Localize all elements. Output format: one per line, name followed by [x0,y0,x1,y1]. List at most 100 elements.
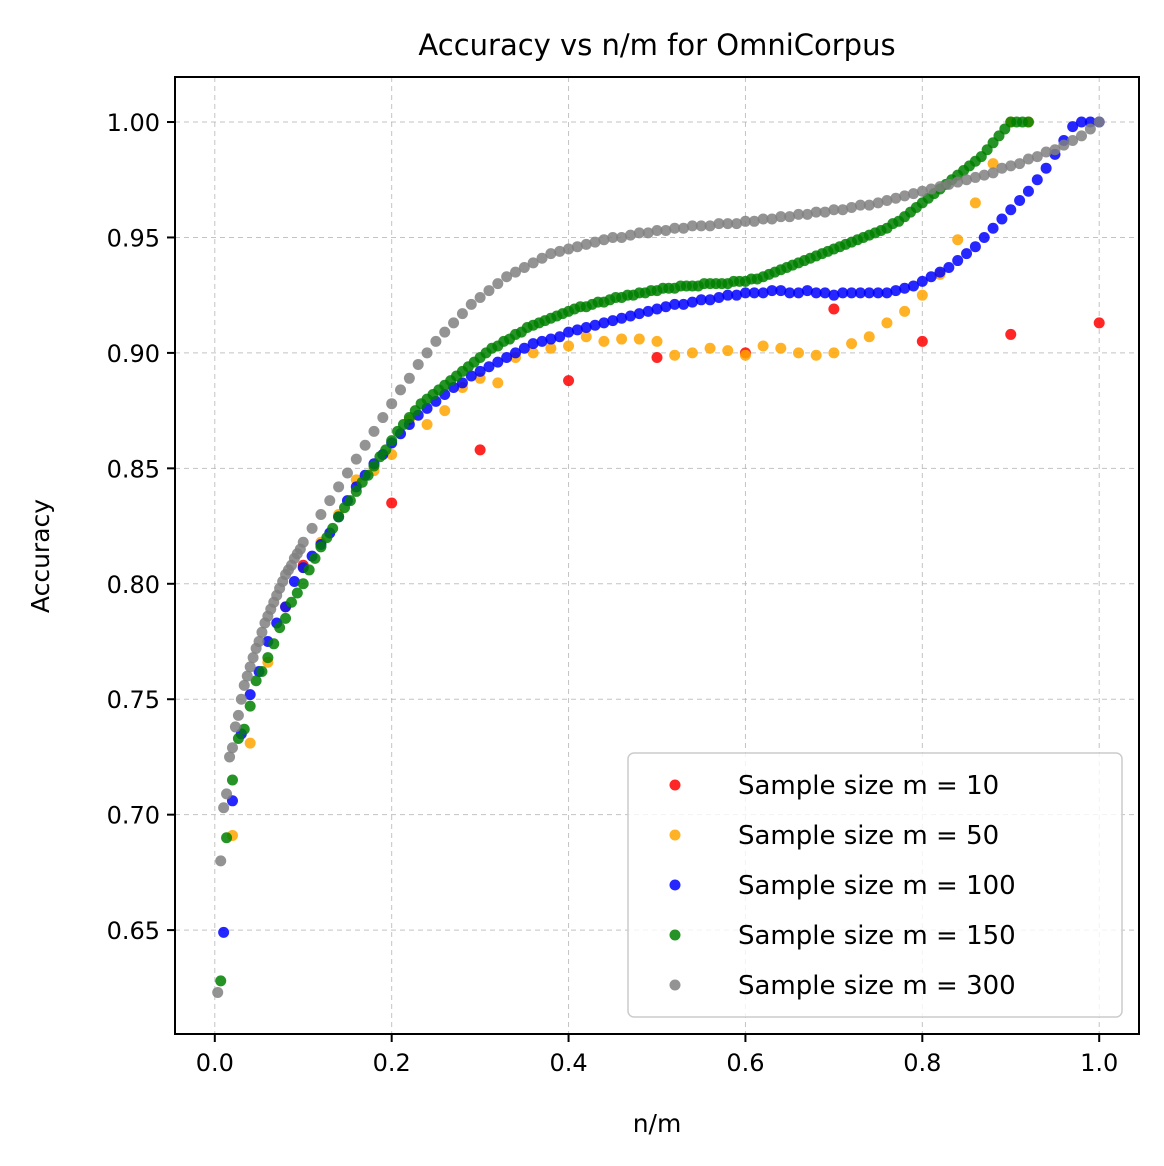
legend-marker-m50 [669,829,681,841]
data-point-m150 [344,495,356,507]
data-point-m300 [1093,116,1105,128]
data-point-m100 [837,287,849,299]
data-point-m150 [232,732,244,744]
data-point-m300 [448,317,460,329]
series-m300 [212,116,1105,998]
data-point-m150 [262,652,274,664]
data-point-m300 [934,181,946,193]
data-point-m10 [916,335,928,347]
data-point-m150 [333,511,345,523]
data-point-m100 [854,287,866,299]
data-point-m100 [863,287,875,299]
data-point-m100 [616,312,628,324]
data-point-m300 [916,185,928,197]
data-point-m100 [907,280,919,292]
data-point-m300 [527,257,539,269]
data-point-m300 [1076,130,1088,142]
data-point-m100 [943,261,955,273]
data-point-m50 [580,331,592,343]
data-point-m300 [828,204,840,216]
data-point-m300 [563,243,575,255]
data-point-m300 [952,176,964,188]
data-point-m50 [846,338,858,350]
data-point-m300 [571,241,583,253]
data-point-m300 [987,167,999,179]
data-point-m100 [846,287,858,299]
data-point-m100 [288,575,300,587]
data-point-m300 [642,227,654,239]
data-point-m300 [465,298,477,310]
data-point-m300 [386,398,398,410]
data-point-m150 [244,700,256,712]
data-point-m300 [837,204,849,216]
legend-label-m150: Sample size m = 150 [738,921,1016,951]
data-point-m100 [934,266,946,278]
data-point-m50 [527,347,539,359]
data-point-m50 [881,317,893,329]
data-point-m150 [215,975,227,987]
data-point-m300 [377,412,389,424]
data-point-m150 [256,666,268,678]
data-point-m100 [704,294,716,306]
data-point-m150 [280,612,292,624]
data-point-m50 [810,349,822,361]
data-point-m150 [291,587,303,599]
data-point-m10 [563,375,575,387]
data-point-m300 [1031,151,1043,163]
data-point-m300 [1049,144,1061,156]
data-point-m150 [250,675,262,687]
data-point-m50 [563,340,575,352]
data-point-m100 [713,291,725,303]
data-point-m300 [212,986,224,998]
data-point-m300 [232,709,244,721]
data-point-m300 [890,192,902,204]
data-point-m300 [969,171,981,183]
data-point-m100 [527,338,539,350]
chart-title: Accuracy vs n/m for OmniCorpus [418,28,895,62]
data-point-m50 [775,342,787,354]
data-point-m50 [686,347,698,359]
data-point-m300 [333,481,345,493]
y-tick-label: 0.80 [107,571,160,599]
data-point-m300 [518,261,530,273]
axis-ticks: 0.0 0.2 0.4 0.6 0.8 1.0 0.65 0.70 0.75 0.80 0.85 0.… [107,109,1119,1077]
legend-marker-m10 [669,779,681,791]
data-point-m100 [881,287,893,299]
data-point-m100 [474,365,486,377]
data-point-m100 [669,298,681,310]
legend-label-m10: Sample size m = 10 [738,771,999,801]
data-point-m300 [395,384,407,396]
data-point-m300 [1084,123,1096,135]
data-point-m150 [327,522,339,534]
data-point-m150 [321,532,333,544]
data-point-m300 [943,178,955,190]
data-point-m300 [226,742,238,754]
data-point-m100 [509,347,521,359]
data-point-m100 [925,271,937,283]
data-point-m300 [633,227,645,239]
data-point-m150 [268,638,280,650]
data-point-m300 [1005,160,1017,172]
data-points [212,116,1105,998]
data-point-m150 [309,552,321,564]
data-point-m150 [274,622,286,634]
data-point-m100 [784,287,796,299]
data-point-m300 [306,522,318,534]
data-point-m10 [474,444,486,456]
data-point-m300 [651,225,663,237]
legend-marker-m150 [669,929,681,941]
data-point-m300 [501,271,513,283]
data-point-m50 [545,342,557,354]
data-point-m100 [1067,121,1079,133]
legend-label-m100: Sample size m = 100 [738,871,1016,901]
x-tick-label: 0.2 [373,1049,411,1077]
data-point-m100 [952,255,964,267]
data-point-m300 [678,222,690,234]
data-point-m300 [624,229,636,241]
data-point-m300 [775,211,787,223]
data-point-m300 [235,693,247,705]
data-point-m50 [722,345,734,357]
y-tick-label: 0.85 [107,455,160,483]
data-point-m150 [368,460,380,472]
